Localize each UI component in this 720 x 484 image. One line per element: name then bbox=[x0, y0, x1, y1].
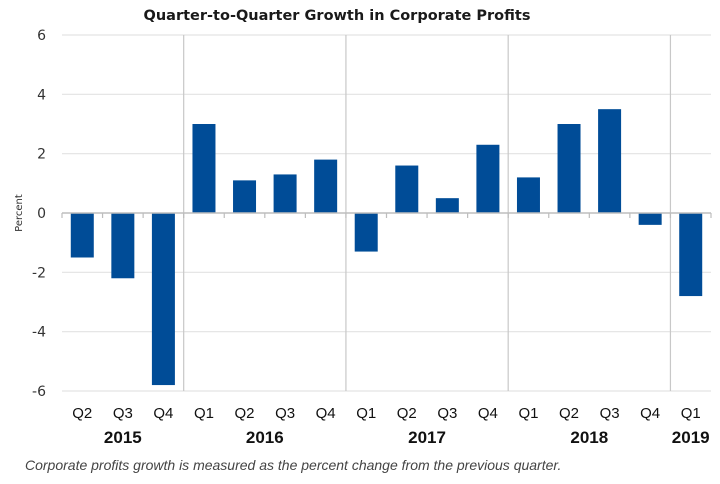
x-tick-label: Q4 bbox=[640, 405, 660, 422]
bar bbox=[314, 159, 338, 213]
x-tick-label: Q4 bbox=[153, 405, 173, 422]
bar bbox=[516, 177, 540, 213]
x-tick-label: Q4 bbox=[316, 405, 336, 422]
bars bbox=[70, 109, 703, 386]
bar bbox=[354, 213, 378, 252]
y-tick-label: 0 bbox=[37, 206, 46, 222]
year-label: 2019 bbox=[672, 428, 710, 447]
x-tick-label: Q3 bbox=[275, 405, 295, 422]
chart-title: Quarter-to-Quarter Growth in Corporate P… bbox=[144, 8, 531, 24]
bar bbox=[70, 213, 94, 258]
year-label: 2018 bbox=[570, 428, 608, 447]
x-tick-label: Q2 bbox=[72, 405, 92, 422]
bar bbox=[557, 124, 581, 213]
bar bbox=[476, 144, 500, 213]
bar bbox=[151, 213, 175, 386]
bar bbox=[435, 198, 459, 213]
y-axis-label: Percent bbox=[14, 194, 25, 232]
x-tick-label: Q3 bbox=[113, 405, 133, 422]
x-tick-label: Q1 bbox=[681, 405, 701, 422]
y-tick-label: -2 bbox=[32, 265, 46, 281]
x-axis-ticks: Q2 Q3 Q4 Q1 Q2 Q3 Q4 Q1 Q2 Q3 Q4 Q1 Q2 Q3 Q4 Q1 bbox=[61, 212, 712, 422]
chart-note: Corporate profits growth is measured as … bbox=[25, 457, 561, 473]
y-tick-label: 6 bbox=[37, 28, 46, 44]
y-axis-ticks: 6 4 2 0 -2 -4 -6 bbox=[32, 28, 46, 400]
x-tick-label: Q3 bbox=[600, 405, 620, 422]
x-tick-label: Q4 bbox=[478, 405, 498, 422]
x-tick-label: Q1 bbox=[356, 405, 376, 422]
x-tick-label: Q1 bbox=[194, 405, 214, 422]
bar bbox=[273, 174, 297, 213]
year-label: 2015 bbox=[104, 428, 142, 447]
y-tick-label: 2 bbox=[37, 147, 46, 163]
bar bbox=[395, 165, 419, 213]
y-tick-label: -6 bbox=[32, 384, 46, 400]
bar bbox=[638, 213, 662, 225]
x-tick-label: Q3 bbox=[437, 405, 457, 422]
y-tick-label: 4 bbox=[37, 87, 46, 103]
bar bbox=[233, 180, 257, 213]
x-tick-label: Q2 bbox=[235, 405, 255, 422]
bar bbox=[111, 213, 135, 279]
x-tick-label: Q2 bbox=[397, 405, 417, 422]
x-tick-label: Q1 bbox=[518, 405, 538, 422]
y-tick-label: -4 bbox=[32, 325, 46, 341]
year-label: 2016 bbox=[246, 428, 284, 447]
year-labels: 2015 2016 2017 2018 2019 bbox=[104, 428, 710, 447]
bar bbox=[192, 124, 216, 213]
x-tick-label: Q2 bbox=[559, 405, 579, 422]
bar bbox=[598, 109, 622, 213]
bar bbox=[679, 213, 703, 297]
year-label: 2017 bbox=[408, 428, 446, 447]
